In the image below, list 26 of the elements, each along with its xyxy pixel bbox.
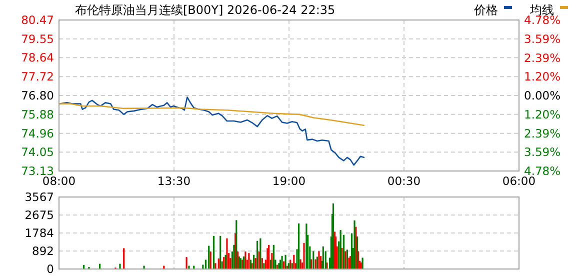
y-tick-label: 80.47 [21,13,54,27]
y2-tick-label: 3.59% [524,145,561,160]
y-tick-label: 0 [46,262,54,276]
y-tick-label: 75.88 [21,107,54,122]
chart-title: 布伦特原油当月连续[B00Y] 2026-06-24 22:35 [75,3,336,17]
y-tick-label: 78.64 [21,50,54,65]
x-tick-label: 13:30 [157,174,191,188]
x-tick-label: 00:30 [387,174,421,188]
y-tick-label: 77.72 [21,70,54,84]
legend-label: 均线 [529,3,554,17]
y-tick-label: 3567 [24,190,54,204]
y-tick-label: 74.05 [21,145,54,160]
y-tick-label: 2675 [24,208,54,222]
y-tick-label: 892 [32,244,54,258]
y2-tick-label: 1.20% [524,70,561,84]
y2-tick-label: 3.59% [524,32,561,46]
y-tick-label: 79.55 [21,32,54,46]
y2-tick-label: 2.39% [524,50,561,65]
y2-tick-label: 2.39% [524,126,561,140]
y2-tick-label: 1.20% [524,107,561,122]
y-tick-label: 1784 [24,226,54,240]
y2-tick-label: 0.00% [524,88,561,102]
y-tick-label: 76.80 [21,88,54,102]
y-tick-label: 74.96 [21,126,54,140]
x-tick-label: 19:00 [272,174,306,188]
legend-label: 价格 [473,3,498,17]
